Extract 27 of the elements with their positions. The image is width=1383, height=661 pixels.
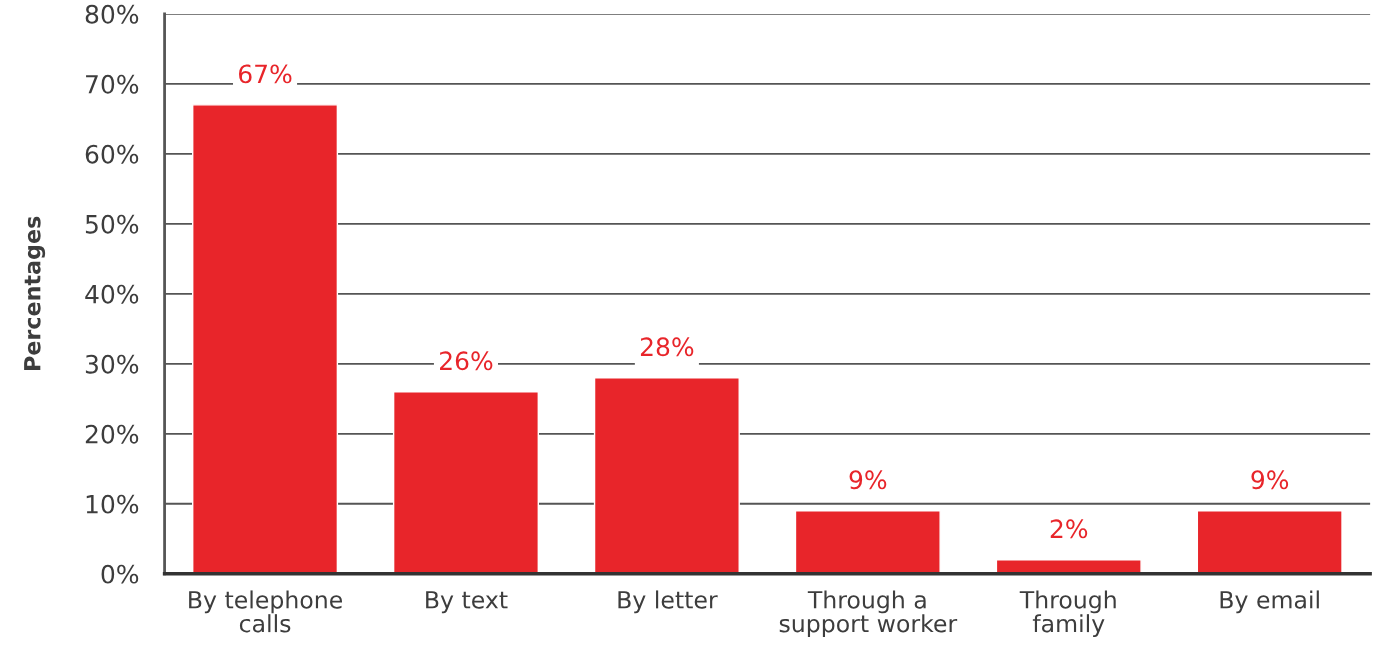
y-tick-label: 60%	[85, 144, 139, 164]
x-tick-label: Through family	[1019, 590, 1116, 638]
x-tick-label: By telephone calls	[189, 590, 342, 633]
bar	[1196, 510, 1343, 574]
y-tick-label: 0%	[101, 564, 139, 584]
data-label: 9%	[1251, 470, 1289, 490]
x-tick-label: By email	[1220, 590, 1319, 614]
y-tick-label: 80%	[85, 4, 139, 24]
data-label: 28%	[640, 337, 694, 357]
y-tick-label: 30%	[85, 354, 139, 374]
bar	[794, 510, 941, 574]
x-tick-label: Through a support worker	[779, 590, 958, 638]
data-label: 2%	[1050, 519, 1088, 539]
bar	[392, 391, 539, 574]
data-label: 26%	[440, 351, 493, 371]
y-axis-title: Percentages	[24, 216, 46, 370]
bar	[192, 104, 339, 574]
y-tick-label: 70%	[86, 74, 139, 94]
bar	[593, 377, 740, 574]
data-label: 9%	[849, 470, 887, 490]
data-label: 67%	[239, 64, 292, 84]
x-tick-label: By text	[426, 591, 508, 614]
y-tick-label: 20%	[85, 424, 139, 444]
y-tick-label: 50%	[85, 214, 139, 234]
x-tick-label: By letter	[618, 590, 718, 614]
y-tick-label: 40%	[85, 284, 139, 304]
y-tick-label: 10%	[86, 494, 139, 514]
